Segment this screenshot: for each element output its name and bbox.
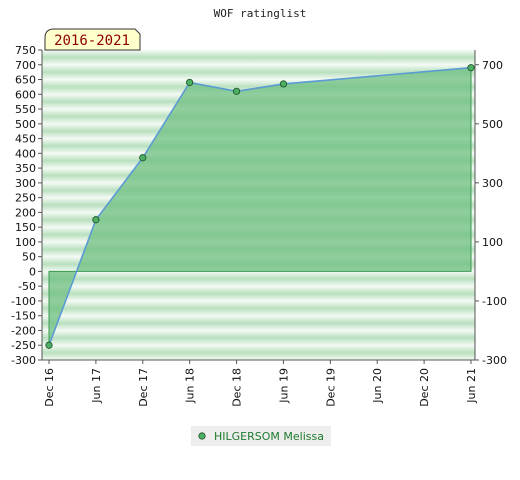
legend: HILGERSOM Melissa [191, 426, 331, 446]
data-point [232, 87, 241, 95]
x-tick-label: Dec 20 [418, 368, 431, 407]
data-point [186, 78, 194, 87]
left-tick-label: -50 [18, 280, 36, 293]
left-tick-label: 650 [15, 74, 36, 87]
x-tick-label: Dec 18 [231, 368, 244, 407]
data-point [139, 154, 147, 162]
left-tick-label: -250 [11, 339, 36, 352]
left-tick-label: 50 [22, 251, 36, 264]
x-axis: Dec 16 Jun 17 Dec 17 Jun 18 Dec 18 Jun 19 Dec … [42, 359, 478, 407]
left-tick-label: 500 [15, 118, 36, 131]
x-tick-label: Jun 17 [90, 368, 103, 404]
right-tick-label: 700 [482, 59, 503, 72]
left-axis: 7507006506005505004504003503002502001501… [11, 44, 43, 367]
background-band [42, 50, 475, 65]
chart-title: WOF ratinglist [214, 7, 307, 20]
right-tick-label: -300 [482, 354, 507, 367]
left-tick-label: 150 [15, 221, 36, 234]
background-band [42, 286, 475, 301]
data-point [279, 80, 288, 88]
left-tick-label: -150 [11, 310, 36, 323]
right-tick-label: -100 [482, 295, 507, 308]
right-tick-label: 100 [482, 236, 503, 249]
right-axis: 700 500 300 100 -100 -300 [474, 50, 507, 367]
x-tick-label: Jun 20 [371, 368, 384, 404]
left-tick-label: 200 [15, 206, 36, 219]
background-band [42, 271, 475, 287]
x-tick-label: Dec 19 [324, 368, 337, 407]
left-tick-label: 350 [15, 162, 36, 175]
left-tick-label: 750 [15, 44, 36, 57]
left-tick-label: 700 [15, 59, 36, 72]
period-badge: 2016-2021 [44, 28, 141, 51]
left-tick-label: 250 [15, 192, 36, 205]
right-tick-label: 300 [482, 177, 503, 190]
background-band [42, 315, 475, 331]
data-points [45, 64, 475, 349]
data-point [467, 64, 475, 72]
background-band [42, 300, 475, 316]
legend-label: HILGERSOM Melissa [214, 430, 324, 443]
left-tick-label: 600 [15, 88, 36, 101]
left-tick-label: 550 [15, 103, 36, 116]
left-tick-label: 450 [15, 133, 36, 146]
period-label: 2016-2021 [54, 33, 130, 49]
legend-marker [198, 432, 206, 440]
x-tick-label: Jun 19 [277, 368, 290, 404]
background-band [42, 345, 475, 360]
data-point [45, 341, 53, 349]
background-band [42, 64, 475, 80]
left-tick-label: 400 [15, 147, 36, 160]
x-tick-label: Jun 21 [465, 368, 478, 404]
left-tick-label: -100 [11, 295, 36, 308]
left-tick-label: 300 [15, 177, 36, 190]
left-tick-label: 0 [29, 265, 36, 278]
right-tick-label: 500 [482, 118, 503, 131]
background-band [42, 330, 475, 346]
x-tick-label: Jun 18 [184, 368, 197, 404]
x-tick-label: Dec 17 [137, 368, 150, 407]
left-tick-label: -300 [11, 354, 36, 367]
x-tick-label: Dec 16 [43, 368, 56, 407]
left-tick-label: 100 [15, 236, 36, 249]
left-tick-label: -200 [11, 324, 36, 337]
data-point [92, 216, 100, 224]
